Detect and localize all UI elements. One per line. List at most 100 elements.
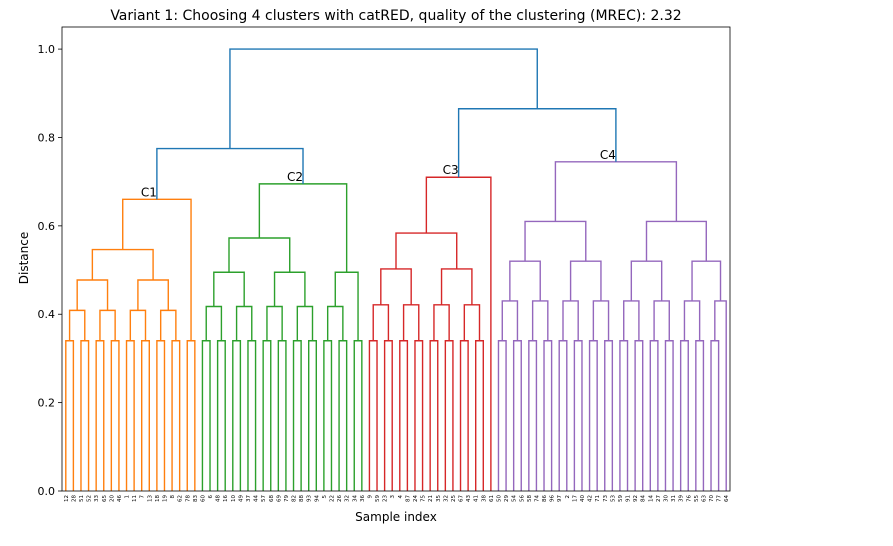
- x-tick-label: 62: [178, 495, 184, 502]
- x-tick-label: 35: [436, 495, 442, 502]
- c2-link: [323, 340, 333, 491]
- c1-link: [137, 279, 169, 311]
- dendrogram-links: [65, 48, 727, 491]
- x-tick-label: 74: [534, 495, 540, 502]
- x-tick-label: 36: [360, 495, 366, 502]
- c1-link: [159, 309, 177, 341]
- c3-link: [475, 340, 484, 491]
- x-tick-label: 64: [724, 495, 730, 502]
- c1-link: [65, 340, 75, 491]
- c1-link: [122, 198, 192, 341]
- x-tick-label: 46: [117, 495, 123, 502]
- c4-link: [512, 340, 522, 491]
- y-axis: 0.0 0.2 0.4 0.6 0.8 1.0: [38, 43, 62, 498]
- c2-link: [201, 340, 211, 491]
- x-tick-label: 2: [565, 495, 571, 499]
- x-tick-label: 82: [292, 495, 298, 502]
- x-tick-label: 52: [87, 495, 93, 502]
- x-tick-label: 7: [140, 495, 146, 499]
- c4-link: [592, 300, 610, 341]
- c2-link: [262, 340, 272, 491]
- x-tick-label: 13: [147, 495, 153, 502]
- x-axis: 12 28 51 52 33 65 20 46 1 11 7 13 18 19 8 62 78 83 60 6 48 16…: [64, 495, 730, 503]
- x-tick-label: 54: [512, 495, 518, 502]
- c3-link: [372, 304, 390, 341]
- x-tick-label: 34: [352, 495, 358, 502]
- x-tick-label: 49: [238, 495, 244, 502]
- c4-link: [664, 340, 674, 491]
- top-link: [457, 108, 617, 178]
- x-tick-label: 38: [481, 495, 487, 502]
- c1-link: [76, 279, 109, 311]
- c3-link: [440, 268, 473, 305]
- x-tick-label: 87: [405, 495, 411, 502]
- x-tick-label: 67: [459, 495, 465, 502]
- cluster-labels: C1 C2 C3 C4: [141, 148, 616, 200]
- x-tick-label: 14: [648, 495, 654, 502]
- c1-link: [186, 340, 196, 491]
- x-tick-label: 41: [474, 495, 480, 502]
- c3-link: [368, 340, 378, 491]
- c3-link: [383, 340, 393, 491]
- x-tick-label: 93: [307, 495, 313, 502]
- c4-link: [524, 220, 587, 262]
- c4-link: [683, 300, 701, 341]
- x-tick-label: 97: [557, 495, 563, 502]
- c2-link: [216, 340, 226, 491]
- x-tick-label: 59: [375, 495, 381, 502]
- x-tick-label: 39: [679, 495, 685, 502]
- x-tick-label: 18: [155, 495, 161, 502]
- x-tick-label: 86: [542, 495, 548, 502]
- top-link: [156, 147, 304, 200]
- c4-link: [649, 340, 659, 491]
- x-tick-label: 16: [223, 495, 229, 502]
- c4-link: [497, 340, 507, 491]
- x-tick-label: 63: [701, 495, 707, 502]
- x-tick-label: 71: [595, 495, 601, 502]
- y-tick-label: 0.6: [38, 220, 56, 233]
- x-tick-label: 48: [216, 495, 222, 502]
- c2-link: [338, 340, 348, 491]
- x-tick-label: 37: [246, 495, 252, 502]
- x-tick-label: 70: [709, 495, 715, 502]
- x-tick-label: 59: [618, 495, 624, 502]
- x-tick-label: 83: [193, 495, 199, 502]
- x-tick-label: 69: [276, 495, 282, 502]
- x-tick-label: 60: [200, 495, 206, 502]
- c4-link: [543, 340, 553, 491]
- x-tick-label: 77: [717, 495, 723, 502]
- c2-link: [232, 340, 242, 491]
- x-tick-label: 23: [383, 495, 389, 502]
- c1-link: [125, 340, 135, 491]
- x-tick-label: 32: [345, 495, 351, 502]
- c4-link: [619, 340, 629, 491]
- c4-link: [691, 260, 722, 301]
- c4-link: [695, 340, 705, 491]
- x-tick-label: 4: [398, 495, 404, 499]
- x-tick-label: 11: [132, 495, 138, 502]
- x-tick-label: 56: [519, 495, 525, 502]
- x-tick-label: 44: [254, 495, 260, 502]
- c2-link: [296, 305, 314, 341]
- c2-link: [213, 271, 245, 307]
- c3-link: [463, 304, 481, 341]
- c2-link: [228, 237, 291, 273]
- x-tick-label: 25: [451, 495, 457, 502]
- x-tick-label: 92: [633, 495, 639, 502]
- c2-link: [308, 340, 317, 491]
- x-tick-label: 57: [261, 495, 267, 502]
- x-tick-label: 84: [641, 495, 647, 502]
- c4-link: [623, 300, 640, 341]
- c1-link: [68, 309, 86, 341]
- c1-link: [171, 340, 181, 491]
- c4-link: [645, 220, 707, 262]
- c4-link: [528, 340, 538, 491]
- x-tick-label: 32: [443, 495, 449, 502]
- x-tick-label: 75: [421, 495, 427, 502]
- x-tick-label: 33: [94, 495, 100, 502]
- x-tick-label: 40: [580, 495, 586, 502]
- c1-link: [110, 340, 120, 491]
- c1-link: [99, 309, 116, 341]
- c4-link: [653, 300, 670, 341]
- c3-link: [414, 340, 424, 491]
